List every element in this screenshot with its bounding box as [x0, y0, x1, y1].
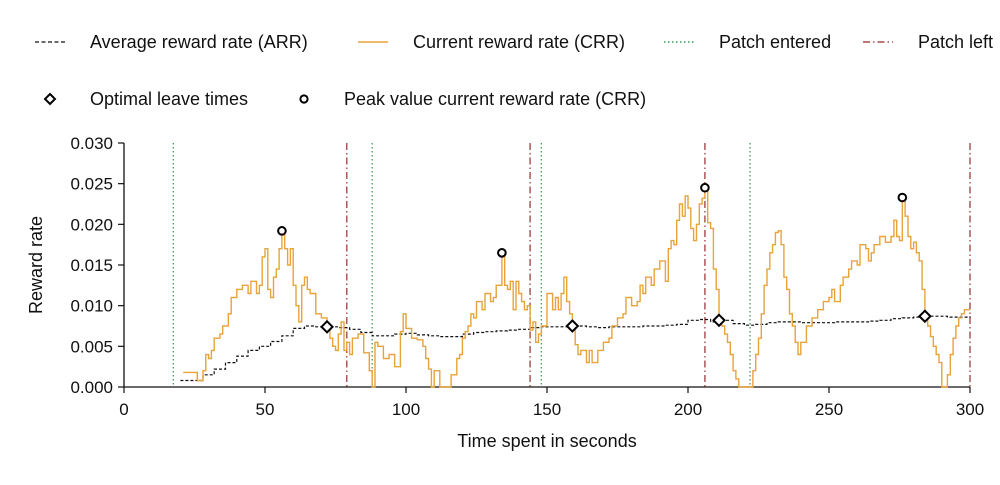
legend-label-crr: Current reward rate (CRR) [413, 32, 625, 52]
optimal-leave-marker [917, 309, 932, 324]
x-tick-label: 50 [256, 400, 275, 419]
optimal-leave-marker [565, 319, 580, 333]
legend-label-left: Patch left [918, 32, 993, 52]
y-tick-label: 0.030 [70, 134, 113, 153]
crr-series-line [183, 187, 970, 388]
peak-value-marker [897, 192, 908, 203]
peak-value-marker [700, 182, 710, 193]
x-tick-label: 0 [119, 400, 128, 419]
y-tick-label: 0.000 [70, 378, 113, 397]
optimal-leave-marker [712, 313, 726, 328]
series [180, 187, 971, 388]
legend-optimal-swatch [43, 92, 57, 106]
x-axis-label: Time spent in seconds [457, 431, 636, 451]
point-markers [277, 182, 932, 334]
x-tick-label: 200 [674, 400, 702, 419]
x-tick-label: 100 [392, 400, 420, 419]
y-tick-label: 0.025 [70, 175, 113, 194]
y-tick-label: 0.010 [70, 297, 113, 316]
y-tick-label: 0.005 [70, 337, 113, 356]
peak-value-marker [497, 248, 507, 258]
legend-label-optimal: Optimal leave times [90, 89, 248, 109]
optimal-leave-marker [320, 319, 334, 334]
patch-markers [172, 143, 971, 387]
y-axis-label: Reward rate [26, 216, 46, 314]
y-tick-label: 0.015 [70, 256, 113, 275]
peak-value-marker [277, 226, 287, 236]
legend-label-peak: Peak value current reward rate (CRR) [344, 89, 646, 109]
x-tick-label: 150 [533, 400, 561, 419]
arr-series-line [180, 315, 971, 382]
y-tick-label: 0.020 [70, 215, 113, 234]
legend-peak-swatch [299, 94, 309, 104]
legend-label-arr: Average reward rate (ARR) [90, 32, 308, 52]
x-tick-label: 250 [815, 400, 843, 419]
y-ticks: 0.000 0.005 0.010 0.015 0.020 0.025 0.030 [70, 134, 124, 397]
x-ticks: 0 50 100 150 200 250 300 [119, 387, 984, 419]
legend-label-entered: Patch entered [719, 32, 831, 52]
axes: 0 50 100 150 200 250 300 0.0000.0050.0100.0150… [26, 134, 984, 451]
legend: Average reward rate (ARR) Current reward … [35, 32, 993, 109]
x-tick-label: 300 [956, 400, 984, 419]
